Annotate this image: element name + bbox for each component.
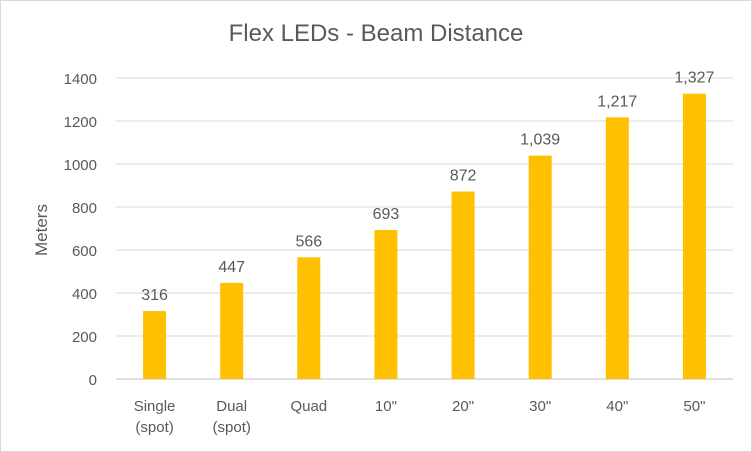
x-tick-label: 10" [375, 398, 397, 415]
x-tick-label: Dual (spot) [213, 398, 251, 436]
bar [374, 230, 398, 379]
data-label: 447 [218, 259, 245, 276]
bar [682, 93, 706, 379]
bar [220, 282, 244, 379]
bar [528, 155, 552, 379]
y-tick-label: 1000 [64, 157, 97, 174]
data-label: 1,327 [674, 70, 714, 87]
y-tick-label: 1400 [64, 71, 97, 88]
bar [143, 311, 167, 379]
x-tick-label: 30" [529, 398, 551, 415]
x-tick-label: 50" [683, 398, 705, 415]
y-tick-label: 400 [72, 286, 97, 303]
chart-title: Flex LEDs - Beam Distance [228, 20, 524, 47]
y-tick-label: 0 [89, 372, 97, 389]
data-label: 693 [373, 206, 400, 223]
bar [297, 257, 321, 379]
y-tick-label: 200 [72, 329, 97, 346]
y-tick-label: 1200 [64, 114, 97, 131]
x-tick-label: 20" [452, 398, 474, 415]
x-tick-label: Single (spot) [134, 398, 176, 436]
y-tick-label: 800 [72, 200, 97, 217]
bar [451, 191, 475, 379]
data-label: 566 [295, 233, 322, 250]
data-label: 1,217 [597, 93, 637, 110]
x-tick-label: 40" [606, 398, 628, 415]
data-label: 872 [450, 168, 477, 185]
y-tick-label: 600 [72, 243, 97, 260]
data-label: 1,039 [520, 132, 560, 149]
x-tick-label: Quad [290, 398, 327, 415]
data-label: 316 [141, 287, 168, 304]
bar [605, 117, 629, 379]
